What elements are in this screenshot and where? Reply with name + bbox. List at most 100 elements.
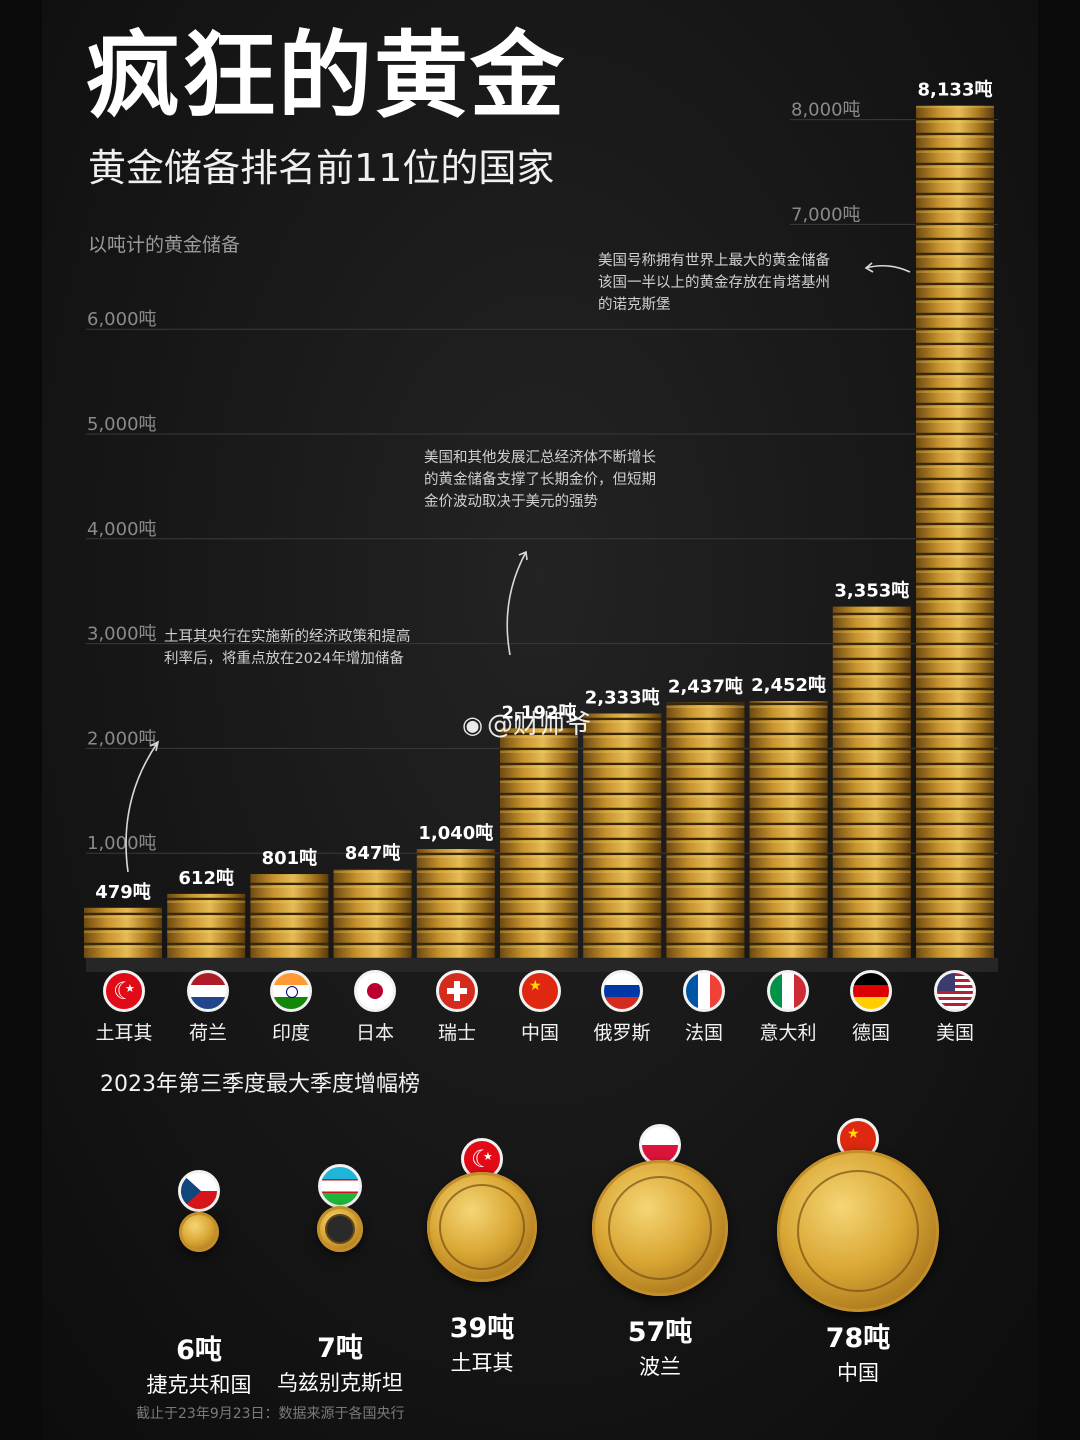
country-item-india: 印度 [249, 970, 333, 1045]
country-name: 印度 [271, 1022, 310, 1044]
y-tick-label: 4,000吨 [87, 519, 157, 540]
bar-value-label: 847吨 [345, 842, 401, 864]
coin-amount: 39吨 [449, 1313, 515, 1344]
y-tick-label: 8,000吨 [791, 100, 861, 121]
coin-item-turkey: ☾ ★ 39吨 土耳其 [422, 1138, 542, 1377]
coin-country: 波兰 [639, 1355, 681, 1379]
country-item-switzerland: 瑞士 [415, 970, 499, 1045]
bar-texture [167, 893, 246, 958]
coin-icon [317, 1206, 363, 1252]
y-axis-ticks: 1,000吨 2,000吨 3,000吨 4,000吨 5,000吨 6,000吨 7,00… [87, 100, 861, 855]
bar-texture [84, 907, 162, 958]
annotation-growth: 美国和其他发展汇总经济体不断增长 的黄金储备支撑了长期金价，但短期 金价波动取决… [424, 450, 656, 510]
y-axis-unit-label: 以吨计的黄金储备 [88, 234, 241, 256]
watermark-text: @财师爷 [486, 710, 591, 740]
country-item-china: ★ 中国 [498, 970, 582, 1045]
coin-item-poland: 57吨 波兰 [590, 1124, 730, 1381]
country-item-japan: 日本 [333, 970, 417, 1045]
china-flag-icon: ★ [519, 970, 561, 1012]
bar-value-label: 2,437吨 [668, 676, 743, 698]
country-name: 瑞士 [437, 1022, 476, 1044]
country-name: 意大利 [759, 1022, 817, 1044]
country-item-germany: 德国 [829, 970, 913, 1045]
coin-amount: 78吨 [825, 1323, 891, 1354]
coin-amount: 7吨 [317, 1333, 363, 1364]
country-item-russia: 俄罗斯 [580, 970, 664, 1045]
india-flag-icon [270, 970, 312, 1012]
coin-icon [777, 1150, 939, 1312]
bar-value-label: 2,192吨 [502, 701, 577, 723]
annotation-arrows [125, 262, 911, 873]
bar-texture [250, 874, 329, 958]
page-subtitle: 黄金储备排名前11位的国家 [88, 146, 555, 190]
coin-country: 乌兹别克斯坦 [277, 1371, 403, 1395]
country-name: 日本 [355, 1022, 394, 1044]
annotation-turkey: 土耳其央行在实施新的经济政策和提高 利率后，将重点放在2024年增加储备 [164, 629, 411, 667]
country-name: 美国 [935, 1022, 974, 1044]
bar-texture [832, 606, 911, 958]
quarter-section-title: 2023年第三季度最大季度增幅榜 [100, 1072, 420, 1097]
country-name: 中国 [520, 1022, 559, 1044]
weibo-icon: ◉ [462, 711, 483, 739]
bar-value-label: 3,353吨 [834, 580, 909, 602]
coin-amount: 6吨 [176, 1335, 222, 1366]
country-name: 德国 [851, 1022, 890, 1044]
coin-amount: 57吨 [627, 1317, 693, 1348]
bar-value-label: 1,040吨 [418, 822, 493, 844]
netherlands-flag-icon [187, 970, 229, 1012]
baseline-shelf [86, 958, 998, 972]
watermark: ◉ @财师爷 [462, 704, 591, 741]
right-border [1038, 0, 1080, 1440]
bar-texture [416, 849, 495, 958]
footnote: 截止于23年9月23日：数据来源于各国央行 [136, 1406, 405, 1422]
value-labels: 479吨 612吨 801吨 847吨 1,040吨 2,192吨 2,333吨 2,437吨… [95, 79, 992, 903]
czech-flag-icon [178, 1170, 220, 1212]
coin-country: 捷克共和国 [146, 1373, 252, 1397]
y-tick-label: 3,000吨 [87, 624, 157, 645]
y-tick-label: 5,000吨 [87, 414, 157, 435]
bar-value-label: 8,133吨 [918, 79, 993, 101]
bar-texture [916, 105, 994, 958]
y-tick-label: 1,000吨 [87, 833, 157, 854]
country-item-italy: 意大利 [746, 970, 830, 1045]
turkey-flag-icon: ☾ ★ [103, 970, 145, 1012]
coin-icon [427, 1172, 537, 1282]
coin-item-uzbekistan: 7吨 乌兹别克斯坦 [268, 1164, 412, 1397]
germany-flag-icon [850, 970, 892, 1012]
bar-value-label: 801吨 [262, 847, 318, 869]
country-item-turkey: ☾ ★ 土耳其 [82, 970, 166, 1045]
coin-item-china: ★ 78吨 中国 [774, 1118, 942, 1387]
bar-texture [333, 869, 412, 958]
coin-country: 土耳其 [450, 1351, 514, 1375]
country-item-france: 法国 [662, 970, 746, 1045]
country-item-usa: 美国 [913, 970, 997, 1045]
bar-texture [500, 728, 578, 958]
coin-country: 中国 [837, 1361, 879, 1385]
left-border [0, 0, 42, 1440]
bar-texture [666, 702, 745, 958]
country-name: 荷兰 [188, 1022, 227, 1044]
bars [84, 105, 994, 958]
y-tick-label: 2,000吨 [87, 728, 157, 749]
country-name: 俄罗斯 [593, 1022, 651, 1044]
bar-value-label: 479吨 [95, 881, 151, 903]
russia-flag-icon [601, 970, 643, 1012]
switzerland-flag-icon [436, 970, 478, 1012]
italy-flag-icon [767, 970, 809, 1012]
y-tick-label: 6,000吨 [87, 309, 157, 330]
uzbekistan-flag-icon [318, 1164, 362, 1208]
usa-flag-icon [934, 970, 976, 1012]
bar-value-label: 612吨 [178, 867, 234, 889]
y-tick-label: 7,000吨 [791, 204, 861, 225]
country-item-netherlands: 荷兰 [166, 970, 250, 1045]
bar-value-label: 2,452吨 [751, 674, 826, 696]
coin-item-czech: 6吨 捷克共和国 [140, 1170, 258, 1399]
bar-texture [583, 713, 662, 958]
country-name: 土耳其 [95, 1022, 153, 1044]
coin-icon [592, 1160, 728, 1296]
country-name: 法国 [684, 1022, 723, 1044]
france-flag-icon [683, 970, 725, 1012]
bar-texture [749, 701, 828, 958]
